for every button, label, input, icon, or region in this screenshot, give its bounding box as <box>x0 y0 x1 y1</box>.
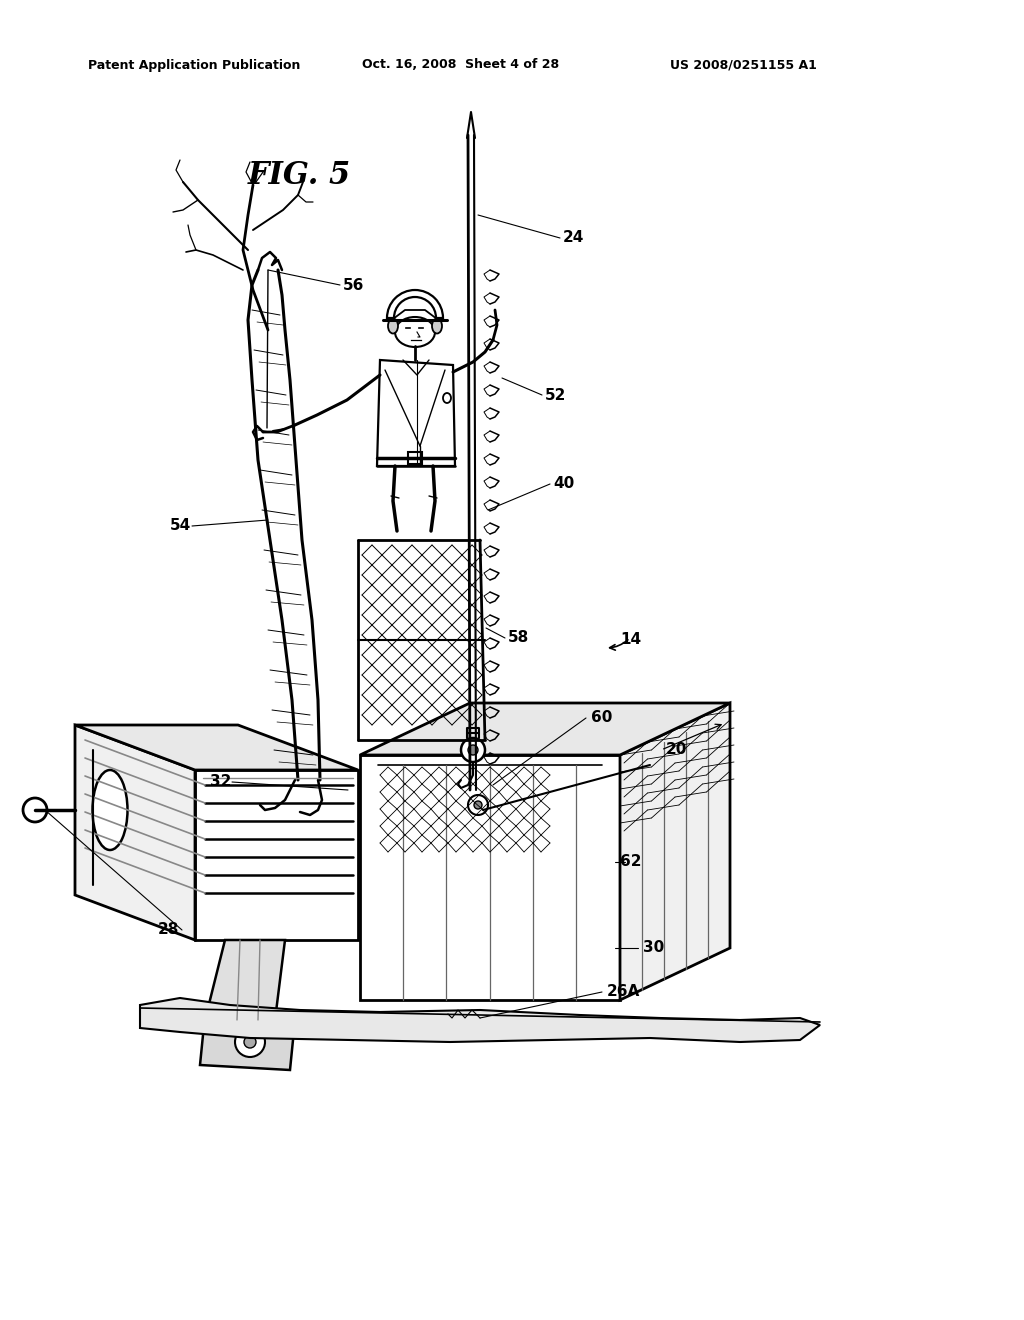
Text: 40: 40 <box>553 475 574 491</box>
Polygon shape <box>620 704 730 1001</box>
Text: US 2008/0251155 A1: US 2008/0251155 A1 <box>670 58 817 71</box>
Text: 30: 30 <box>643 940 665 956</box>
Polygon shape <box>75 725 358 770</box>
Text: 26A: 26A <box>607 985 640 999</box>
Circle shape <box>468 744 478 755</box>
Ellipse shape <box>92 770 128 850</box>
Text: 24: 24 <box>563 231 585 246</box>
Text: 14: 14 <box>620 632 641 648</box>
Circle shape <box>244 1036 256 1048</box>
Text: Oct. 16, 2008  Sheet 4 of 28: Oct. 16, 2008 Sheet 4 of 28 <box>362 58 559 71</box>
Text: 62: 62 <box>620 854 641 870</box>
Polygon shape <box>408 451 422 465</box>
Text: 52: 52 <box>545 388 566 403</box>
Text: 28: 28 <box>158 923 179 937</box>
Polygon shape <box>140 998 820 1041</box>
Circle shape <box>474 801 482 809</box>
Polygon shape <box>377 360 455 466</box>
Ellipse shape <box>395 317 435 347</box>
Polygon shape <box>360 755 620 1001</box>
Text: 20: 20 <box>666 742 687 758</box>
Polygon shape <box>205 940 285 1020</box>
Wedge shape <box>387 290 443 318</box>
Polygon shape <box>195 770 358 940</box>
Text: 32: 32 <box>210 775 231 789</box>
Text: 54: 54 <box>170 519 191 533</box>
Circle shape <box>468 795 488 814</box>
Circle shape <box>461 738 485 762</box>
Polygon shape <box>360 704 730 755</box>
Text: FIG. 5: FIG. 5 <box>248 160 351 190</box>
Text: 58: 58 <box>508 631 529 645</box>
Polygon shape <box>200 1015 295 1071</box>
Ellipse shape <box>388 318 398 334</box>
Polygon shape <box>75 725 195 940</box>
Text: 60: 60 <box>591 710 612 726</box>
Ellipse shape <box>432 318 442 334</box>
Text: Patent Application Publication: Patent Application Publication <box>88 58 300 71</box>
Text: 56: 56 <box>343 277 365 293</box>
Ellipse shape <box>443 393 451 403</box>
Circle shape <box>23 799 47 822</box>
Circle shape <box>234 1027 265 1057</box>
